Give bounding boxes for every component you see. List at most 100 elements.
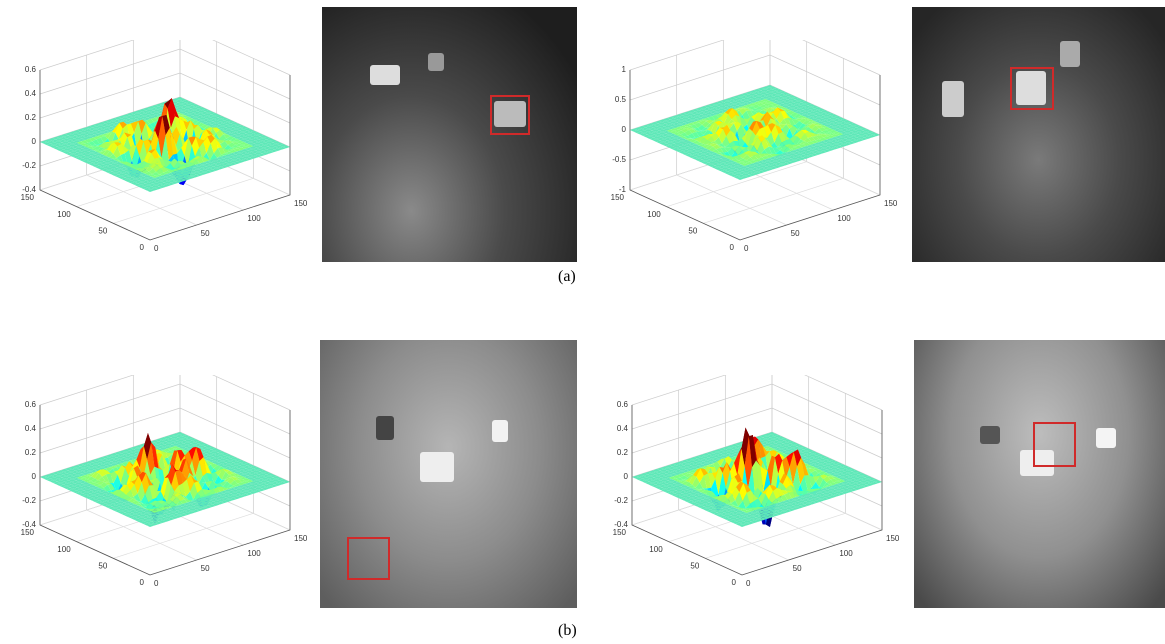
surface-patch — [750, 167, 759, 171]
surface-patch — [121, 117, 129, 120]
surface-patch — [760, 466, 768, 492]
surface-patch — [854, 474, 862, 478]
surface-patch — [651, 484, 659, 488]
surface-patch — [775, 102, 783, 105]
surface-patch — [719, 502, 727, 506]
surface-patch — [89, 124, 97, 128]
surface-patch — [99, 488, 107, 492]
x-tick-label: 0 — [746, 579, 751, 588]
surface-patch — [719, 454, 728, 458]
surface-patch — [115, 506, 123, 510]
surface-patch — [49, 480, 58, 483]
surface-patch — [188, 508, 197, 511]
surface-patch — [159, 185, 167, 189]
surface-patch — [771, 90, 779, 94]
surface-patch — [652, 481, 660, 485]
surface-patch — [801, 453, 810, 457]
surface-patch — [809, 146, 817, 150]
surface-patch — [661, 123, 669, 127]
surface-patch — [727, 172, 735, 176]
surface-patch — [779, 473, 787, 485]
surface-patch — [67, 481, 75, 485]
surface-patch — [861, 474, 870, 478]
surface-patch — [225, 128, 233, 132]
y-tick-label: 50 — [688, 226, 697, 235]
car — [494, 101, 526, 127]
surface-patch — [642, 134, 651, 138]
surface-patch — [712, 454, 720, 458]
surface-patch — [192, 509, 200, 513]
surface-patch — [183, 502, 191, 506]
car — [370, 65, 400, 85]
surface-patch — [83, 489, 92, 492]
surface-patch — [105, 454, 114, 458]
surface-patch — [657, 487, 666, 491]
surface-patch — [727, 148, 735, 157]
surface-patch — [693, 468, 701, 477]
surface-patch — [652, 129, 660, 132]
surface-patch — [857, 475, 865, 479]
surface-patch — [856, 126, 864, 129]
surface-patch — [110, 453, 118, 456]
surface-patch — [825, 143, 833, 147]
surface-patch — [234, 123, 242, 127]
surface-patch — [782, 159, 791, 163]
surface-patch — [723, 171, 732, 175]
surface-patch — [124, 150, 133, 168]
surface-patch — [153, 109, 161, 112]
surface-patch — [164, 516, 172, 519]
surface-patch — [199, 497, 208, 500]
surface-patch — [820, 122, 828, 126]
surface-patch — [44, 474, 52, 478]
surface-patch — [103, 127, 111, 131]
surface-patch — [204, 122, 213, 126]
surface-patch — [736, 481, 744, 493]
surface-patch — [147, 442, 155, 475]
surface-patch — [652, 126, 661, 130]
surface-patch — [740, 95, 748, 99]
surface-patch — [743, 520, 752, 523]
surface-patch — [759, 165, 767, 168]
surface-patch — [117, 510, 125, 514]
surface-patch — [182, 444, 191, 448]
surface-patch — [767, 455, 775, 488]
surface-patch — [658, 119, 667, 123]
surface-patch — [782, 124, 790, 139]
surface-patch — [762, 506, 771, 510]
surface-patch — [853, 124, 861, 128]
surface-patch — [228, 130, 236, 134]
surface-patch — [178, 436, 186, 440]
surface-patch — [820, 465, 828, 469]
surface-patch — [726, 445, 735, 449]
surface-patch — [230, 457, 239, 460]
surface-patch — [702, 119, 711, 122]
surface-patch — [264, 143, 273, 147]
surface-patch — [829, 495, 837, 498]
surface-patch — [666, 129, 675, 133]
surface-patch — [787, 155, 796, 159]
surface-patch — [65, 142, 73, 146]
surface-patch — [675, 489, 684, 492]
surface-patch — [694, 465, 702, 469]
surface-patch — [245, 157, 253, 161]
surface-patch — [779, 440, 788, 444]
surface-patch — [193, 504, 202, 507]
surface-patch — [151, 520, 160, 523]
surface-patch — [724, 450, 733, 454]
surface-patch — [141, 122, 149, 155]
surface-patch — [113, 464, 122, 468]
surface-patch — [210, 472, 219, 484]
surface-patch — [171, 471, 179, 492]
surface-patch — [652, 469, 660, 472]
surface-patch — [705, 463, 714, 466]
surface-patch — [743, 108, 751, 111]
surface-patch — [117, 501, 125, 504]
surface-patch — [808, 501, 817, 505]
surface-patch — [197, 110, 205, 113]
surface-patch — [840, 484, 848, 487]
surface-patch — [666, 472, 674, 475]
surface-patch — [700, 137, 708, 144]
surface-patch — [763, 111, 771, 128]
surface-patch — [139, 141, 147, 167]
surface-patch — [211, 495, 219, 499]
